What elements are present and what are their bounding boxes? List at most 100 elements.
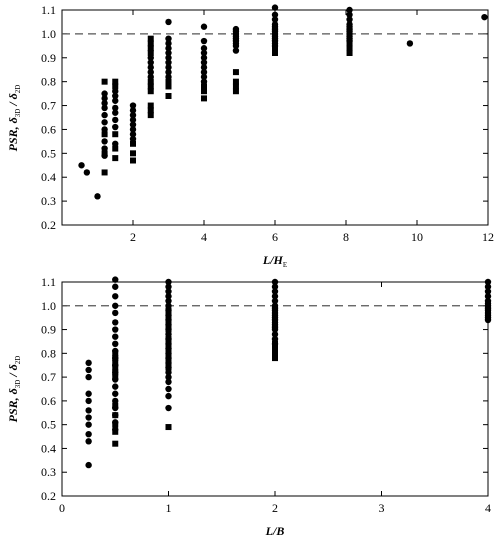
square-marker bbox=[272, 355, 278, 362]
y-tick-label: 1.1 bbox=[41, 3, 56, 17]
circle-marker bbox=[112, 276, 119, 283]
marker-group bbox=[62, 4, 488, 200]
square-marker bbox=[272, 321, 278, 328]
square-marker bbox=[165, 364, 172, 371]
square-marker bbox=[112, 78, 119, 85]
circle-marker bbox=[112, 104, 119, 112]
square-marker bbox=[165, 355, 172, 362]
circle-marker bbox=[165, 73, 172, 81]
square-marker bbox=[147, 35, 154, 42]
square-marker bbox=[112, 155, 119, 162]
square-marker bbox=[112, 83, 119, 90]
circle-marker bbox=[85, 421, 92, 428]
circle-marker bbox=[112, 293, 119, 300]
circle-marker bbox=[232, 42, 240, 50]
circle-marker bbox=[101, 111, 108, 119]
circle-marker bbox=[165, 404, 172, 412]
circle-marker bbox=[147, 64, 154, 71]
square-marker bbox=[112, 359, 119, 366]
square-marker bbox=[112, 355, 119, 362]
tick-group: 0.2 0.3 0.4 0.5 0.6 0.7 0.8 0.9 1.0 1.1 2 4 6 8 10 12 bbox=[41, 3, 494, 244]
square-marker bbox=[272, 340, 278, 347]
circle-marker bbox=[346, 16, 353, 23]
circle-marker bbox=[271, 278, 279, 286]
circle-marker bbox=[165, 40, 172, 47]
square-marker bbox=[165, 326, 172, 333]
circle-marker bbox=[112, 88, 119, 95]
circle-marker bbox=[346, 11, 353, 18]
square-marker bbox=[101, 169, 108, 176]
circle-marker bbox=[101, 126, 108, 133]
circle-marker bbox=[112, 326, 119, 333]
circle-marker bbox=[129, 102, 137, 109]
square-marker bbox=[112, 369, 119, 376]
square-marker bbox=[346, 50, 353, 56]
square-marker bbox=[147, 45, 154, 52]
x-tick-label: 6 bbox=[272, 230, 278, 244]
circle-marker bbox=[101, 90, 108, 97]
square-marker bbox=[272, 317, 278, 324]
circle-marker bbox=[112, 97, 119, 104]
square-marker bbox=[112, 428, 119, 435]
circle-marker bbox=[147, 68, 154, 76]
circle-marker bbox=[147, 59, 154, 66]
marker-group bbox=[62, 276, 492, 469]
circle-marker bbox=[271, 288, 279, 295]
square-marker bbox=[165, 307, 172, 314]
circle-marker bbox=[484, 278, 492, 286]
circle-marker bbox=[147, 54, 154, 61]
x-tick-label: 12 bbox=[482, 230, 494, 244]
y-tick-label: 0.4 bbox=[41, 441, 56, 455]
circle-marker bbox=[165, 68, 172, 76]
circle-marker bbox=[271, 335, 279, 343]
circle-marker bbox=[271, 297, 279, 305]
square-marker bbox=[112, 350, 119, 357]
square-marker bbox=[201, 88, 207, 95]
circle-marker bbox=[200, 68, 208, 76]
circle-marker bbox=[165, 373, 172, 381]
square-marker bbox=[147, 102, 154, 109]
x-tick-label: 2 bbox=[130, 230, 136, 244]
square-marker bbox=[485, 312, 491, 319]
y-tick-label: 0.5 bbox=[41, 418, 56, 432]
circle-marker bbox=[165, 18, 172, 26]
circle-marker bbox=[112, 123, 119, 131]
circle-marker bbox=[112, 340, 119, 348]
square-marker bbox=[165, 83, 172, 90]
x-tick-label: 2 bbox=[272, 501, 278, 515]
square-marker bbox=[112, 145, 119, 152]
square-marker bbox=[130, 150, 136, 157]
square-marker bbox=[112, 364, 119, 371]
circle-marker bbox=[85, 366, 92, 374]
circle-marker bbox=[165, 49, 172, 57]
square-marker bbox=[147, 107, 154, 114]
square-marker bbox=[147, 50, 154, 56]
square-marker bbox=[346, 40, 353, 47]
square-marker bbox=[272, 350, 278, 357]
y-tick-label: 0.6 bbox=[41, 394, 56, 408]
circle-marker bbox=[85, 430, 92, 438]
circle-marker bbox=[101, 99, 108, 107]
square-marker bbox=[165, 78, 172, 85]
x-tick-label: 3 bbox=[379, 501, 385, 515]
square-marker bbox=[147, 83, 154, 90]
circle-marker bbox=[112, 319, 119, 326]
y-tick-label: 1.1 bbox=[41, 275, 56, 289]
square-marker bbox=[272, 50, 278, 56]
circle-marker bbox=[271, 11, 279, 18]
circle-marker bbox=[165, 302, 172, 309]
y-tick-label: 0.7 bbox=[41, 370, 56, 384]
y-tick-label: 0.9 bbox=[41, 51, 56, 65]
y-tick-label: 0.7 bbox=[41, 99, 56, 113]
circle-marker bbox=[200, 78, 208, 85]
square-marker bbox=[112, 412, 119, 419]
circle-marker bbox=[112, 92, 119, 100]
square-marker bbox=[165, 317, 172, 324]
circle-marker bbox=[271, 4, 279, 11]
circle-marker bbox=[165, 331, 172, 338]
y-axis-label: PSR, δ3D / δ2D bbox=[6, 85, 22, 152]
circle-marker bbox=[112, 390, 119, 397]
circle-marker bbox=[271, 283, 279, 290]
circle-marker bbox=[165, 283, 172, 290]
